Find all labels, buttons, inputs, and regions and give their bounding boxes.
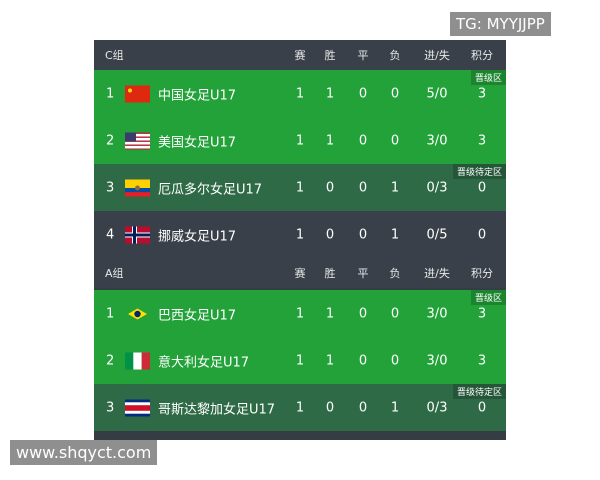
played-value: 1 (295, 133, 305, 148)
column-header-won: 胜 (324, 49, 336, 62)
played-value: 1 (295, 180, 305, 195)
team-name: 巴西女足U17 (158, 308, 237, 323)
won-value: 1 (325, 306, 335, 321)
rank: 1 (106, 306, 115, 321)
played-value: 1 (295, 86, 305, 101)
won-value: 0 (325, 400, 335, 415)
points-value: 3 (477, 133, 487, 148)
rank: 3 (106, 400, 115, 415)
played-value: 1 (295, 353, 305, 368)
points-value: 0 (477, 180, 487, 195)
table-row[interactable]: 1 巴西女足U17 1 1 0 0 3/0 3 晋级区 (94, 290, 506, 337)
lost-value: 0 (390, 353, 400, 368)
points-value: 0 (477, 400, 487, 415)
lost-value: 1 (390, 227, 400, 242)
column-header-goals: 进/失 (424, 267, 450, 280)
points-value: 0 (477, 227, 487, 242)
norway-flag-icon (125, 226, 150, 243)
lost-value: 0 (390, 133, 400, 148)
brazil-flag-icon (125, 305, 150, 322)
ecuador-flag-icon (125, 179, 150, 196)
goals-value: 0/5 (426, 227, 448, 242)
rank: 4 (106, 227, 115, 242)
goals-value: 3/0 (426, 353, 448, 368)
table-row[interactable]: 1 中国女足U17 1 1 0 0 5/0 3 晋级区 (94, 70, 506, 117)
drawn-value: 0 (358, 227, 368, 242)
zone-badge: 晋级待定区 (452, 384, 506, 399)
table-row[interactable]: 2 美国女足U17 1 1 0 0 3/0 3 (94, 117, 506, 164)
points-value: 3 (477, 353, 487, 368)
rank: 1 (106, 86, 115, 101)
drawn-value: 0 (358, 306, 368, 321)
column-header-played: 赛 (294, 49, 306, 62)
watermark-bottom: www.shqyct.com (10, 440, 158, 465)
lost-value: 0 (390, 306, 400, 321)
standings-table: C组赛胜平负进/失 积分 1 中国女足U17 1 1 0 0 5/0 3 晋级区 2 美国女足U… (94, 40, 506, 440)
goals-value: 3/0 (426, 306, 448, 321)
zone-badge: 晋级待定区 (452, 164, 506, 179)
team-name: 中国女足U17 (158, 88, 237, 103)
column-header-won: 胜 (324, 267, 336, 280)
played-value: 1 (295, 306, 305, 321)
group-header: A组 赛 胜 平 负 进/失 积分 (94, 258, 506, 288)
table-row[interactable]: 3 哥斯达黎加女足U17 1 0 0 1 0/3 0 晋级待定区 (94, 384, 506, 431)
zone-badge: 晋级区 (470, 70, 506, 85)
goals-value: 5/0 (426, 86, 448, 101)
team-name: 美国女足U17 (158, 135, 237, 150)
lost-value: 0 (390, 86, 400, 101)
points-value: 3 (477, 86, 487, 101)
team-name: 厄瓜多尔女足U17 (158, 182, 263, 197)
costa-rica-flag-icon (125, 399, 150, 416)
lost-value: 1 (390, 180, 400, 195)
played-value: 1 (295, 400, 305, 415)
watermark-top: TG: MYYJJPP (450, 12, 551, 36)
column-header-lost: 负 (389, 267, 401, 280)
table-row[interactable]: 2 意大利女足U17 1 1 0 0 3/0 3 (94, 337, 506, 384)
points-value: 3 (477, 306, 487, 321)
column-header-drawn: 平 (357, 267, 369, 280)
column-header-points: 积分 (471, 49, 493, 62)
team-name: 哥斯达黎加女足U17 (158, 402, 276, 417)
won-value: 1 (325, 86, 335, 101)
drawn-value: 0 (358, 180, 368, 195)
drawn-value: 0 (358, 400, 368, 415)
group-name: C组 (105, 49, 124, 62)
column-header-goals: 进/失 (424, 49, 450, 62)
italy-flag-icon (125, 352, 150, 369)
won-value: 1 (325, 133, 335, 148)
group-header: C组 赛 胜 平 负 进/失 积分 (94, 40, 506, 70)
zone-badge: 晋级区 (470, 290, 506, 305)
goals-value: 0/3 (426, 180, 448, 195)
column-header-lost: 负 (389, 49, 401, 62)
drawn-value: 0 (358, 353, 368, 368)
drawn-value: 0 (358, 86, 368, 101)
table-row[interactable]: 4 挪威女足U17 1 0 0 1 0/5 0 (94, 211, 506, 258)
goals-value: 3/0 (426, 133, 448, 148)
table-row[interactable]: 3 厄瓜多尔女足U17 1 0 0 1 0/3 0 晋级待定区 (94, 164, 506, 211)
goals-value: 0/3 (426, 400, 448, 415)
rank: 3 (106, 180, 115, 195)
column-header-played: 赛 (294, 267, 306, 280)
group-name: A组 (105, 267, 124, 280)
rank: 2 (106, 133, 115, 148)
won-value: 1 (325, 353, 335, 368)
column-header-drawn: 平 (357, 49, 369, 62)
team-name: 意大利女足U17 (158, 355, 250, 370)
china-flag-icon (125, 85, 150, 102)
played-value: 1 (295, 227, 305, 242)
rank: 2 (106, 353, 115, 368)
lost-value: 1 (390, 400, 400, 415)
usa-flag-icon (125, 132, 150, 149)
won-value: 0 (325, 227, 335, 242)
column-header-points: 积分 (471, 267, 493, 280)
won-value: 0 (325, 180, 335, 195)
drawn-value: 0 (358, 133, 368, 148)
team-name: 挪威女足U17 (158, 229, 237, 244)
